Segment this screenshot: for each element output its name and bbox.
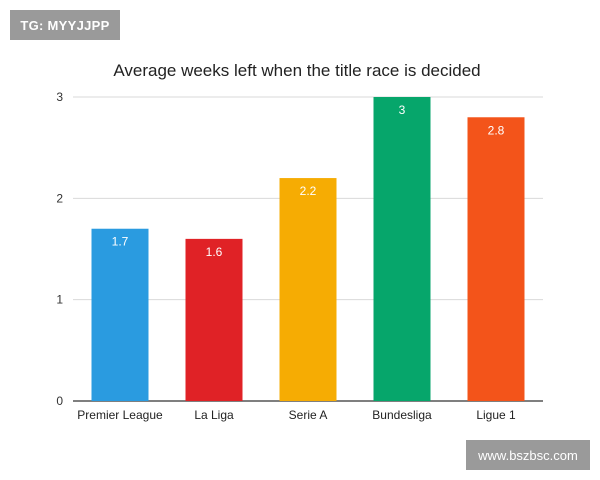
y-axis-ticks: 0 1 2 3 bbox=[56, 90, 63, 408]
data-label: 1.7 bbox=[112, 235, 129, 249]
bars: 1.7 1.6 2.2 3 2.8 bbox=[91, 97, 525, 402]
bar bbox=[467, 117, 525, 402]
bar bbox=[185, 238, 243, 401]
data-label: 2.8 bbox=[488, 123, 505, 137]
bar bbox=[279, 178, 337, 401]
bar bbox=[373, 97, 431, 401]
data-label: 1.6 bbox=[206, 245, 223, 259]
data-label: 3 bbox=[399, 103, 406, 117]
x-tick-label: La Liga bbox=[194, 408, 234, 422]
watermark-top: TG: MYYJJPP bbox=[10, 10, 120, 40]
y-tick-label: 3 bbox=[56, 90, 63, 104]
bar bbox=[91, 228, 149, 401]
watermark-bottom: www.bszbsc.com bbox=[466, 440, 590, 470]
x-tick-label: Bundesliga bbox=[372, 408, 432, 422]
chart-title: Average weeks left when the title race i… bbox=[113, 61, 480, 80]
x-tick-label: Premier League bbox=[77, 408, 163, 422]
y-tick-label: 2 bbox=[56, 191, 63, 205]
data-label: 2.2 bbox=[300, 184, 317, 198]
y-tick-label: 1 bbox=[56, 293, 63, 307]
x-tick-label: Ligue 1 bbox=[476, 408, 516, 422]
x-axis-ticks: Premier League La Liga Serie A Bundesliga Li… bbox=[77, 408, 516, 422]
x-tick-label: Serie A bbox=[289, 408, 328, 422]
y-tick-label: 0 bbox=[56, 394, 63, 408]
